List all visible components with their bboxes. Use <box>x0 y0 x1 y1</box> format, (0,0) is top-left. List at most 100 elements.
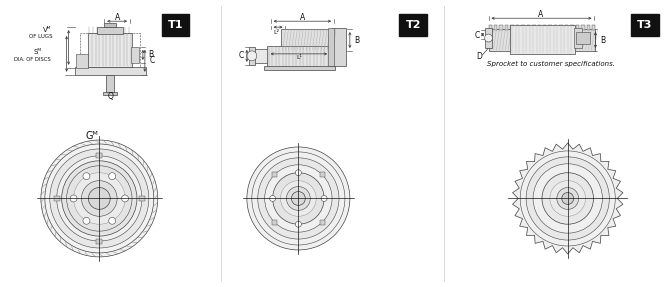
Bar <box>554 25 557 30</box>
Circle shape <box>280 181 317 216</box>
Circle shape <box>296 221 301 227</box>
Bar <box>131 47 139 63</box>
Bar <box>494 25 497 30</box>
Bar <box>328 28 334 66</box>
Text: B: B <box>600 36 605 44</box>
Bar <box>103 92 117 96</box>
Bar <box>106 75 114 92</box>
Circle shape <box>83 217 90 224</box>
Text: OF LUGS: OF LUGS <box>29 34 52 38</box>
Bar <box>96 238 102 244</box>
Bar <box>96 154 102 158</box>
Circle shape <box>109 173 116 180</box>
Circle shape <box>526 157 610 240</box>
Circle shape <box>81 181 117 216</box>
Bar <box>510 25 514 30</box>
Bar <box>548 25 552 30</box>
Circle shape <box>247 147 350 250</box>
Text: A: A <box>114 13 120 22</box>
Circle shape <box>286 187 310 210</box>
Circle shape <box>56 156 142 241</box>
Text: T1: T1 <box>168 20 183 30</box>
Text: DIA. OF DISCS: DIA. OF DISCS <box>13 57 50 62</box>
Bar <box>559 25 562 30</box>
Circle shape <box>485 34 493 42</box>
Text: D: D <box>476 52 482 61</box>
Text: B: B <box>354 36 359 44</box>
Bar <box>489 29 595 51</box>
Text: C: C <box>474 30 480 40</box>
Text: T2: T2 <box>405 20 421 30</box>
Circle shape <box>89 188 110 209</box>
Circle shape <box>273 173 324 224</box>
Bar <box>576 25 579 30</box>
Bar <box>81 33 140 68</box>
Bar <box>162 14 190 36</box>
Bar <box>399 14 427 36</box>
Circle shape <box>520 151 616 246</box>
Text: Vᴹ: Vᴹ <box>42 27 51 33</box>
Circle shape <box>83 173 90 180</box>
Circle shape <box>562 193 574 204</box>
Circle shape <box>557 188 579 209</box>
Bar <box>532 25 536 30</box>
Text: Q: Q <box>108 92 113 101</box>
Bar <box>489 25 492 30</box>
Bar <box>527 25 530 30</box>
Bar <box>320 172 325 177</box>
Bar <box>249 47 255 65</box>
Bar <box>592 25 595 30</box>
Bar <box>139 196 145 201</box>
Circle shape <box>533 164 602 233</box>
Text: Gᴹ: Gᴹ <box>85 131 98 141</box>
Bar <box>267 46 334 68</box>
Bar <box>75 54 89 68</box>
Bar <box>499 25 503 30</box>
Circle shape <box>296 170 301 176</box>
Bar <box>574 28 581 48</box>
Bar <box>571 25 574 30</box>
Circle shape <box>70 195 77 202</box>
Circle shape <box>258 158 339 239</box>
Circle shape <box>73 173 125 224</box>
Bar <box>104 23 116 27</box>
Bar <box>485 28 493 48</box>
Circle shape <box>62 161 137 236</box>
Bar <box>272 172 277 177</box>
Circle shape <box>321 195 327 201</box>
Circle shape <box>122 195 128 202</box>
Circle shape <box>269 195 276 201</box>
Bar <box>263 66 335 70</box>
Bar <box>576 32 589 44</box>
Bar <box>538 25 541 30</box>
Bar <box>54 196 60 201</box>
Circle shape <box>50 149 149 248</box>
Bar <box>280 29 335 51</box>
Text: L¹: L¹ <box>296 55 302 60</box>
Circle shape <box>292 191 305 205</box>
Text: A: A <box>300 13 305 22</box>
Text: Sᴹ: Sᴹ <box>34 49 42 55</box>
Bar <box>89 33 132 67</box>
Text: C: C <box>239 51 244 60</box>
Circle shape <box>550 181 585 216</box>
Bar <box>543 25 546 30</box>
Bar <box>564 25 569 30</box>
Circle shape <box>542 173 593 224</box>
Bar <box>510 25 575 54</box>
Text: B: B <box>148 50 153 59</box>
Polygon shape <box>513 143 623 254</box>
Bar <box>631 14 659 36</box>
Bar <box>521 25 525 30</box>
Text: C: C <box>150 56 155 65</box>
Bar <box>97 27 123 34</box>
Bar <box>272 220 277 225</box>
Text: A: A <box>538 10 544 19</box>
Text: Sprocket to customer specifications.: Sprocket to customer specifications. <box>487 61 614 67</box>
Circle shape <box>109 217 116 224</box>
Circle shape <box>247 51 257 61</box>
Bar <box>75 67 146 75</box>
Bar <box>505 25 508 30</box>
Text: L²: L² <box>274 30 280 35</box>
Text: T3: T3 <box>637 20 653 30</box>
